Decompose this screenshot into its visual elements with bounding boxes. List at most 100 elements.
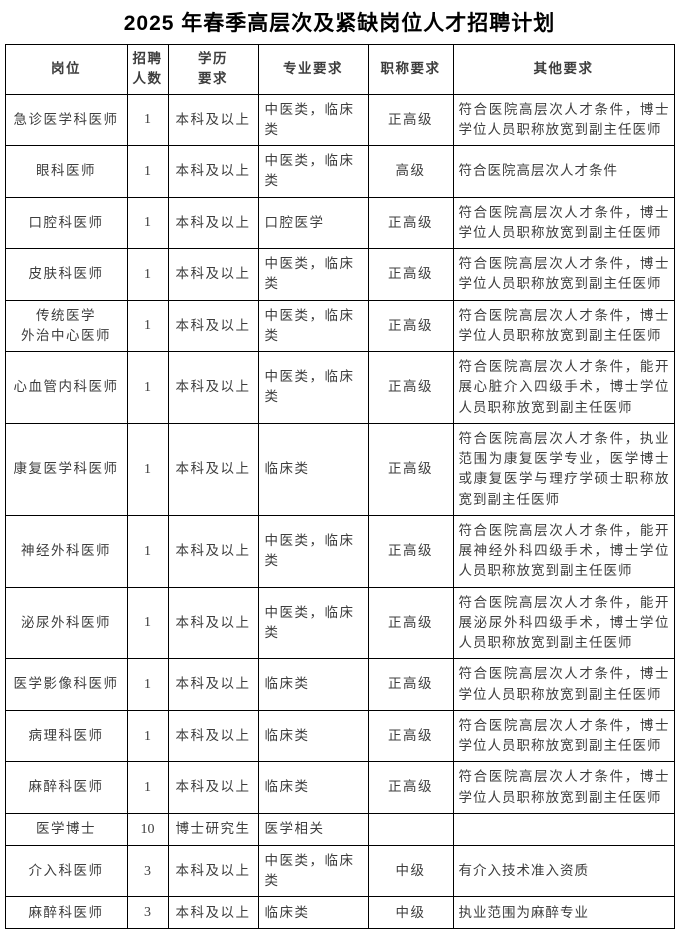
other-cell: 符合医院高层次人才条件，博士学位人员职称放宽到副主任医师 <box>452 299 675 352</box>
title-cell <box>367 812 454 846</box>
major-cell: 中医类，临床类 <box>257 93 369 146</box>
education-cell: 本科及以上 <box>167 586 259 660</box>
other-cell: 有介入技术准入资质 <box>452 844 675 898</box>
header-count: 招聘 人数 <box>126 44 169 95</box>
recruitment-table: 岗位 招聘 人数 学历 要求 专业要求 职称要求 其他要求 急诊医学科医师 1 … <box>4 44 675 929</box>
title-cell: 中级 <box>367 896 454 929</box>
position-cell: 皮肤科医师 <box>4 248 128 301</box>
other-cell: 符合医院高层次人才条件，执业范围为康复医学专业，医学博士或康复医学与理疗学硕士职… <box>452 422 675 516</box>
title-cell: 正高级 <box>367 586 454 660</box>
education-cell: 本科及以上 <box>167 709 259 763</box>
position-cell: 传统医学 外治中心医师 <box>4 299 128 352</box>
major-cell: 临床类 <box>257 761 369 814</box>
count-cell: 10 <box>126 812 169 846</box>
table-row: 急诊医学科医师 1 本科及以上 中医类，临床类 正高级 符合医院高层次人才条件，… <box>4 93 675 146</box>
count-cell: 1 <box>126 196 169 249</box>
count-cell: 1 <box>126 761 169 814</box>
other-cell: 符合医院高层次人才条件，博士学位人员职称放宽到副主任医师 <box>452 761 675 814</box>
other-cell: 符合医院高层次人才条件，博士学位人员职称放宽到副主任医师 <box>452 248 675 301</box>
title-cell: 正高级 <box>367 514 454 588</box>
table-body: 急诊医学科医师 1 本科及以上 中医类，临床类 正高级 符合医院高层次人才条件，… <box>4 93 675 929</box>
title-cell: 正高级 <box>367 196 454 249</box>
education-cell: 本科及以上 <box>167 351 259 424</box>
count-cell: 1 <box>126 93 169 146</box>
major-cell: 中医类，临床类 <box>257 586 369 660</box>
education-cell: 本科及以上 <box>167 248 259 301</box>
title-cell: 正高级 <box>367 93 454 146</box>
position-cell: 病理科医师 <box>4 709 128 763</box>
count-cell: 1 <box>126 658 169 711</box>
education-cell: 本科及以上 <box>167 299 259 352</box>
position-cell: 急诊医学科医师 <box>4 93 128 146</box>
header-education: 学历 要求 <box>167 44 259 95</box>
title-cell: 正高级 <box>367 761 454 814</box>
table-row: 康复医学科医师 1 本科及以上 临床类 正高级 符合医院高层次人才条件，执业范围… <box>4 422 675 516</box>
major-cell: 医学相关 <box>257 812 369 846</box>
table-row: 麻醉科医师 1 本科及以上 临床类 正高级 符合医院高层次人才条件，博士学位人员… <box>4 761 675 814</box>
position-cell: 介入科医师 <box>4 844 128 898</box>
header-major: 专业要求 <box>257 44 369 95</box>
position-cell: 康复医学科医师 <box>4 422 128 516</box>
education-cell: 本科及以上 <box>167 145 259 198</box>
table-row: 泌尿外科医师 1 本科及以上 中医类，临床类 正高级 符合医院高层次人才条件，能… <box>4 586 675 660</box>
count-cell: 1 <box>126 248 169 301</box>
major-cell: 中医类，临床类 <box>257 248 369 301</box>
table-row: 医学影像科医师 1 本科及以上 临床类 正高级 符合医院高层次人才条件，博士学位… <box>4 658 675 711</box>
education-cell: 本科及以上 <box>167 658 259 711</box>
education-cell: 本科及以上 <box>167 761 259 814</box>
count-cell: 1 <box>126 709 169 763</box>
count-cell: 1 <box>126 422 169 516</box>
table-row: 眼科医师 1 本科及以上 中医类，临床类 高级 符合医院高层次人才条件 <box>4 145 675 198</box>
table-row: 传统医学 外治中心医师 1 本科及以上 中医类，临床类 正高级 符合医院高层次人… <box>4 299 675 352</box>
major-cell: 中医类，临床类 <box>257 844 369 898</box>
other-cell: 符合医院高层次人才条件，博士学位人员职称放宽到副主任医师 <box>452 709 675 763</box>
other-cell: 符合医院高层次人才条件，能开展心脏介入四级手术，博士学位人员职称放宽到副主任医师 <box>452 351 675 424</box>
table-row: 口腔科医师 1 本科及以上 口腔医学 正高级 符合医院高层次人才条件，博士学位人… <box>4 196 675 249</box>
title-cell: 正高级 <box>367 658 454 711</box>
position-cell: 眼科医师 <box>4 145 128 198</box>
header-position: 岗位 <box>4 44 128 95</box>
table-row: 介入科医师 3 本科及以上 中医类，临床类 中级 有介入技术准入资质 <box>4 844 675 898</box>
title-cell: 正高级 <box>367 299 454 352</box>
other-cell: 符合医院高层次人才条件，博士学位人员职称放宽到副主任医师 <box>452 93 675 146</box>
table-row: 医学博士 10 博士研究生 医学相关 <box>4 812 675 846</box>
major-cell: 临床类 <box>257 658 369 711</box>
other-cell: 符合医院高层次人才条件，博士学位人员职称放宽到副主任医师 <box>452 658 675 711</box>
major-cell: 中医类，临床类 <box>257 351 369 424</box>
table-row: 麻醉科医师 3 本科及以上 临床类 中级 执业范围为麻醉专业 <box>4 896 675 929</box>
major-cell: 临床类 <box>257 422 369 516</box>
education-cell: 本科及以上 <box>167 896 259 929</box>
education-cell: 本科及以上 <box>167 93 259 146</box>
table-row: 皮肤科医师 1 本科及以上 中医类，临床类 正高级 符合医院高层次人才条件，博士… <box>4 248 675 301</box>
header-other: 其他要求 <box>452 44 675 95</box>
position-cell: 医学博士 <box>4 812 128 846</box>
page-title: 2025 年春季高层次及紧缺岗位人才招聘计划 <box>123 12 556 35</box>
header-title: 职称要求 <box>367 44 454 95</box>
title-cell: 正高级 <box>367 248 454 301</box>
count-cell: 1 <box>126 145 169 198</box>
other-cell: 符合医院高层次人才条件，能开展泌尿外科四级手术，博士学位人员职称放宽到副主任医师 <box>452 586 675 660</box>
major-cell: 中医类，临床类 <box>257 299 369 352</box>
title-cell: 正高级 <box>367 422 454 516</box>
other-cell: 符合医院高层次人才条件 <box>452 145 675 198</box>
position-cell: 泌尿外科医师 <box>4 586 128 660</box>
major-cell: 中医类，临床类 <box>257 145 369 198</box>
position-cell: 心血管内科医师 <box>4 351 128 424</box>
major-cell: 口腔医学 <box>257 196 369 249</box>
education-cell: 博士研究生 <box>167 812 259 846</box>
other-cell: 符合医院高层次人才条件，博士学位人员职称放宽到副主任医师 <box>452 196 675 249</box>
position-cell: 麻醉科医师 <box>4 896 128 929</box>
title-cell: 中级 <box>367 844 454 898</box>
position-cell: 医学影像科医师 <box>4 658 128 711</box>
major-cell: 临床类 <box>257 896 369 929</box>
other-cell <box>452 812 675 846</box>
count-cell: 3 <box>126 844 169 898</box>
education-cell: 本科及以上 <box>167 514 259 588</box>
other-cell: 符合医院高层次人才条件，能开展神经外科四级手术，博士学位人员职称放宽到副主任医师 <box>452 514 675 588</box>
count-cell: 1 <box>126 351 169 424</box>
title-cell: 正高级 <box>367 351 454 424</box>
count-cell: 1 <box>126 299 169 352</box>
major-cell: 中医类，临床类 <box>257 514 369 588</box>
other-cell: 执业范围为麻醉专业 <box>452 896 675 929</box>
table-row: 病理科医师 1 本科及以上 临床类 正高级 符合医院高层次人才条件，博士学位人员… <box>4 709 675 763</box>
